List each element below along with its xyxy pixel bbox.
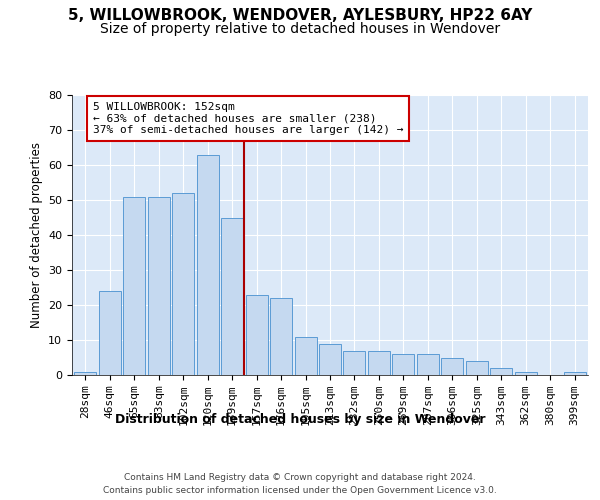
Bar — [74, 372, 97, 375]
Bar — [245, 294, 268, 375]
Text: 5 WILLOWBROOK: 152sqm
← 63% of detached houses are smaller (238)
37% of semi-det: 5 WILLOWBROOK: 152sqm ← 63% of detached … — [93, 102, 403, 135]
Bar — [319, 344, 341, 375]
Bar — [515, 372, 536, 375]
Bar — [417, 354, 439, 375]
Bar — [148, 196, 170, 375]
Bar — [295, 336, 317, 375]
Text: Distribution of detached houses by size in Wendover: Distribution of detached houses by size … — [115, 412, 485, 426]
Bar — [172, 193, 194, 375]
Bar — [197, 154, 219, 375]
Bar — [270, 298, 292, 375]
Bar — [490, 368, 512, 375]
Bar — [368, 350, 390, 375]
Bar — [343, 350, 365, 375]
Bar — [221, 218, 243, 375]
Bar — [124, 196, 145, 375]
Text: Contains public sector information licensed under the Open Government Licence v3: Contains public sector information licen… — [103, 486, 497, 495]
Y-axis label: Number of detached properties: Number of detached properties — [29, 142, 43, 328]
Bar — [392, 354, 415, 375]
Bar — [466, 361, 488, 375]
Bar — [563, 372, 586, 375]
Bar — [99, 291, 121, 375]
Bar — [441, 358, 463, 375]
Text: Contains HM Land Registry data © Crown copyright and database right 2024.: Contains HM Land Registry data © Crown c… — [124, 472, 476, 482]
Text: Size of property relative to detached houses in Wendover: Size of property relative to detached ho… — [100, 22, 500, 36]
Text: 5, WILLOWBROOK, WENDOVER, AYLESBURY, HP22 6AY: 5, WILLOWBROOK, WENDOVER, AYLESBURY, HP2… — [68, 8, 532, 22]
